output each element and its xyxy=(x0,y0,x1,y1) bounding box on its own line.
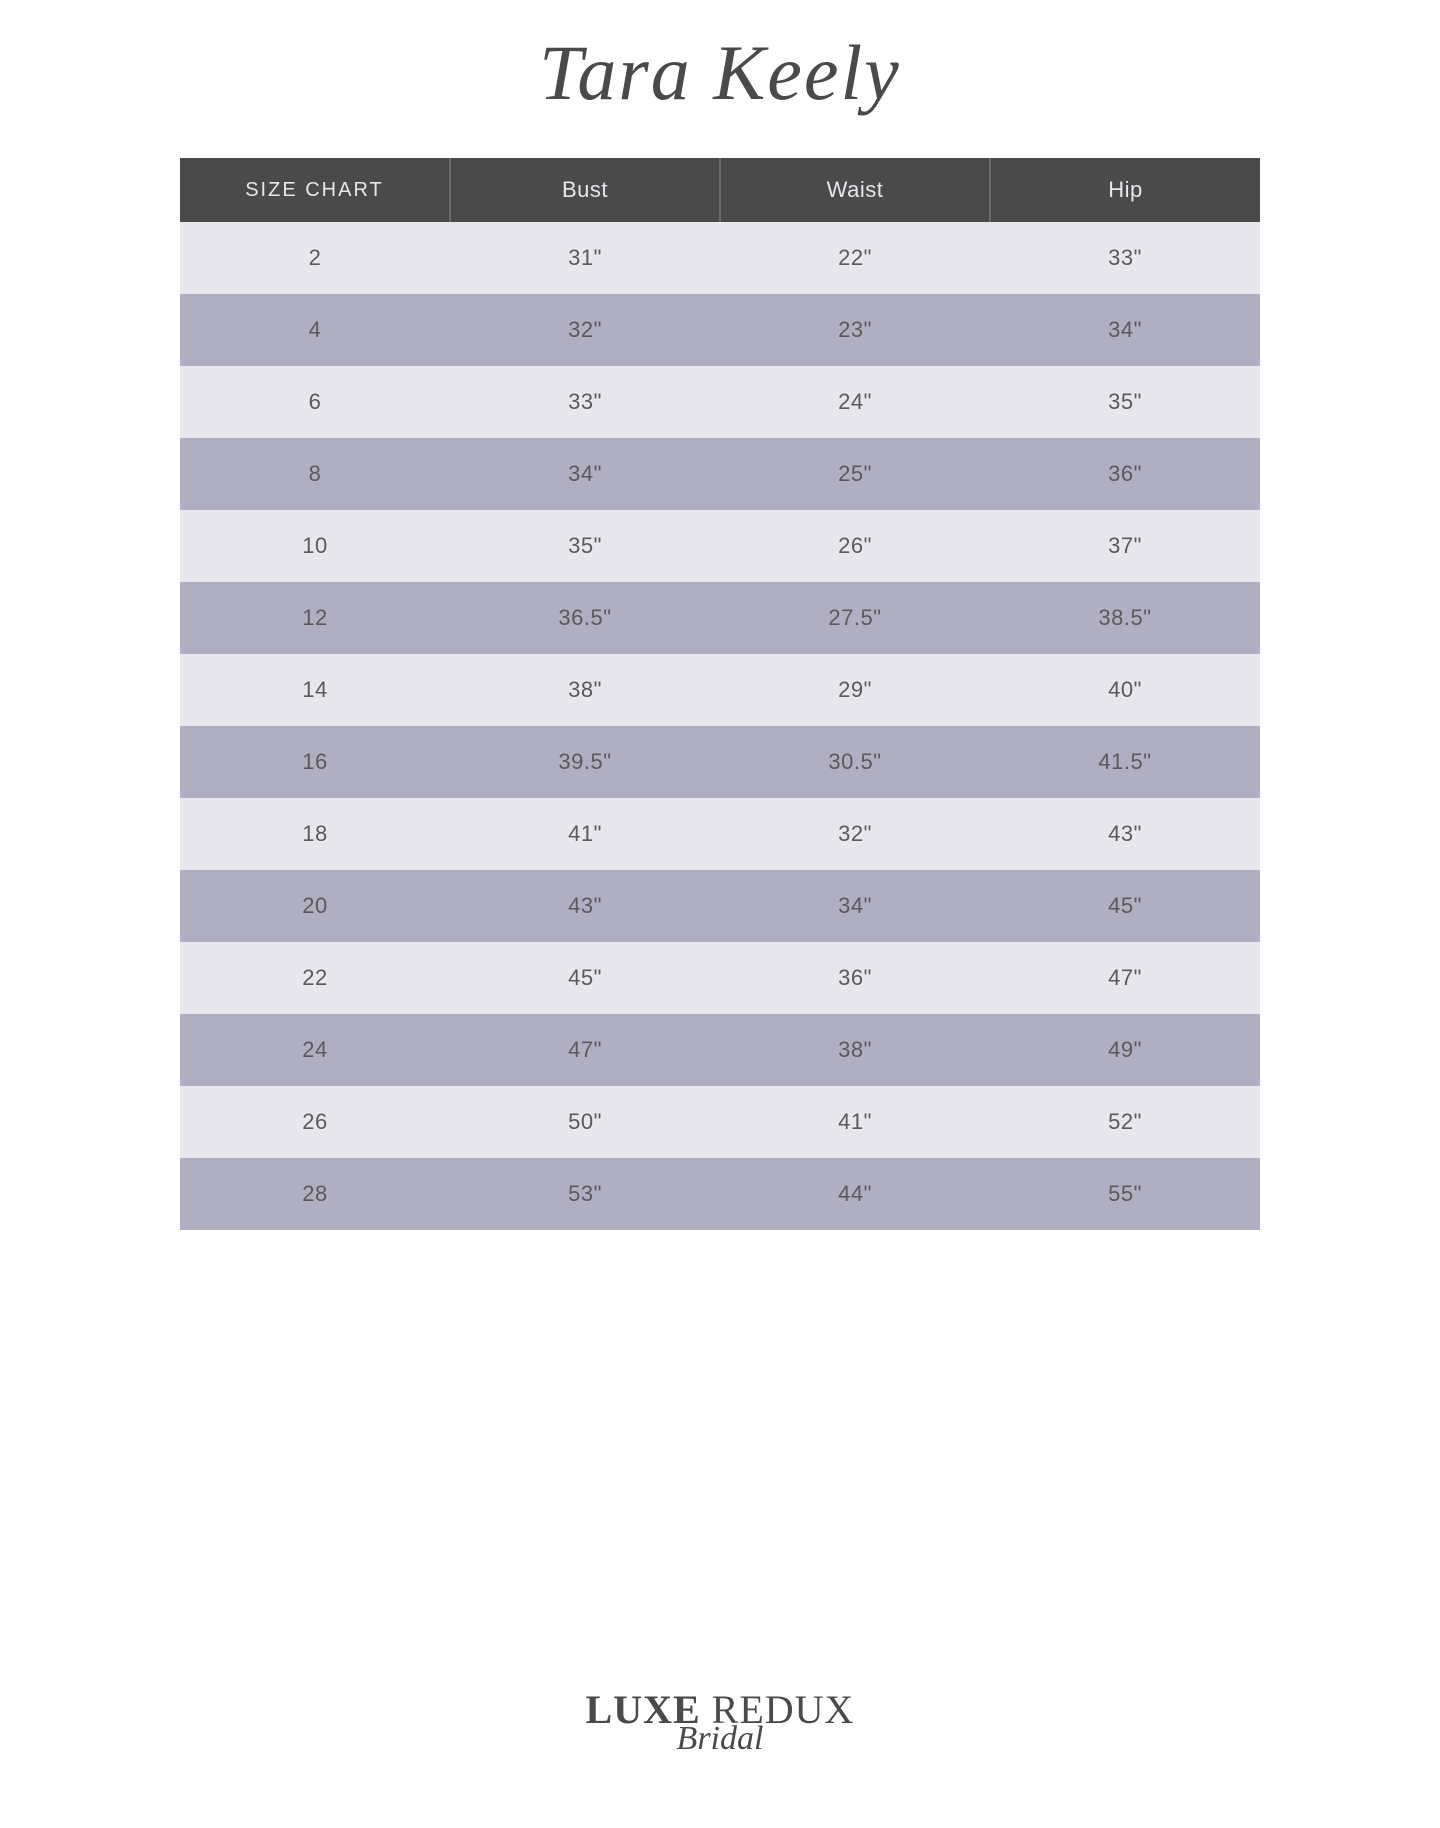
table-cell: 12 xyxy=(180,582,450,654)
table-cell: 40" xyxy=(990,654,1260,726)
table-header-row: SIZE CHART Bust Waist Hip xyxy=(180,158,1260,222)
table-row: 1438"29"40" xyxy=(180,654,1260,726)
table-cell: 25" xyxy=(720,438,990,510)
table-row: 2043"34"45" xyxy=(180,870,1260,942)
table-cell: 10 xyxy=(180,510,450,582)
table-cell: 22 xyxy=(180,942,450,1014)
footer-logo: LUXE REDUX Bridal xyxy=(0,1690,1440,1758)
table-cell: 36" xyxy=(990,438,1260,510)
table-cell: 35" xyxy=(450,510,720,582)
table-cell: 8 xyxy=(180,438,450,510)
table-cell: 29" xyxy=(720,654,990,726)
table-cell: 14 xyxy=(180,654,450,726)
table-cell: 53" xyxy=(450,1158,720,1230)
brand-title: Tara Keely xyxy=(0,28,1440,118)
table-cell: 52" xyxy=(990,1086,1260,1158)
footer-logo-script: Bridal xyxy=(0,1720,1440,1758)
table-cell: 16 xyxy=(180,726,450,798)
table-cell: 38" xyxy=(720,1014,990,1086)
table-cell: 41" xyxy=(720,1086,990,1158)
table-cell: 24" xyxy=(720,366,990,438)
table-cell: 34" xyxy=(450,438,720,510)
table-cell: 47" xyxy=(990,942,1260,1014)
table-row: 2853"44"55" xyxy=(180,1158,1260,1230)
table-cell: 38" xyxy=(450,654,720,726)
table-cell: 43" xyxy=(990,798,1260,870)
table-row: 1639.5"30.5"41.5" xyxy=(180,726,1260,798)
table-cell: 4 xyxy=(180,294,450,366)
table-row: 1236.5"27.5"38.5" xyxy=(180,582,1260,654)
size-chart-container: SIZE CHART Bust Waist Hip 231"22"33"432"… xyxy=(180,158,1260,1230)
table-cell: 49" xyxy=(990,1014,1260,1086)
table-cell: 32" xyxy=(720,798,990,870)
table-cell: 6 xyxy=(180,366,450,438)
col-hip: Hip xyxy=(990,158,1260,222)
col-size: SIZE CHART xyxy=(180,158,450,222)
table-row: 1035"26"37" xyxy=(180,510,1260,582)
col-waist: Waist xyxy=(720,158,990,222)
table-row: 1841"32"43" xyxy=(180,798,1260,870)
table-cell: 45" xyxy=(990,870,1260,942)
table-cell: 26 xyxy=(180,1086,450,1158)
table-cell: 55" xyxy=(990,1158,1260,1230)
table-cell: 24 xyxy=(180,1014,450,1086)
table-cell: 30.5" xyxy=(720,726,990,798)
table-cell: 33" xyxy=(990,222,1260,294)
table-cell: 41.5" xyxy=(990,726,1260,798)
table-row: 834"25"36" xyxy=(180,438,1260,510)
table-cell: 36.5" xyxy=(450,582,720,654)
table-cell: 44" xyxy=(720,1158,990,1230)
size-chart-body: 231"22"33"432"23"34"633"24"35"834"25"36"… xyxy=(180,222,1260,1230)
table-row: 2447"38"49" xyxy=(180,1014,1260,1086)
table-cell: 26" xyxy=(720,510,990,582)
table-cell: 37" xyxy=(990,510,1260,582)
col-bust: Bust xyxy=(450,158,720,222)
table-cell: 34" xyxy=(720,870,990,942)
table-cell: 20 xyxy=(180,870,450,942)
table-cell: 2 xyxy=(180,222,450,294)
table-cell: 35" xyxy=(990,366,1260,438)
table-row: 432"23"34" xyxy=(180,294,1260,366)
table-cell: 32" xyxy=(450,294,720,366)
table-cell: 34" xyxy=(990,294,1260,366)
table-cell: 22" xyxy=(720,222,990,294)
table-row: 2245"36"47" xyxy=(180,942,1260,1014)
table-cell: 45" xyxy=(450,942,720,1014)
table-cell: 41" xyxy=(450,798,720,870)
table-cell: 36" xyxy=(720,942,990,1014)
table-cell: 31" xyxy=(450,222,720,294)
table-cell: 38.5" xyxy=(990,582,1260,654)
table-cell: 27.5" xyxy=(720,582,990,654)
table-cell: 18 xyxy=(180,798,450,870)
table-cell: 23" xyxy=(720,294,990,366)
table-cell: 33" xyxy=(450,366,720,438)
table-row: 633"24"35" xyxy=(180,366,1260,438)
table-cell: 43" xyxy=(450,870,720,942)
table-cell: 39.5" xyxy=(450,726,720,798)
table-cell: 47" xyxy=(450,1014,720,1086)
table-cell: 50" xyxy=(450,1086,720,1158)
size-chart-table: SIZE CHART Bust Waist Hip 231"22"33"432"… xyxy=(180,158,1260,1230)
table-row: 2650"41"52" xyxy=(180,1086,1260,1158)
table-cell: 28 xyxy=(180,1158,450,1230)
table-row: 231"22"33" xyxy=(180,222,1260,294)
